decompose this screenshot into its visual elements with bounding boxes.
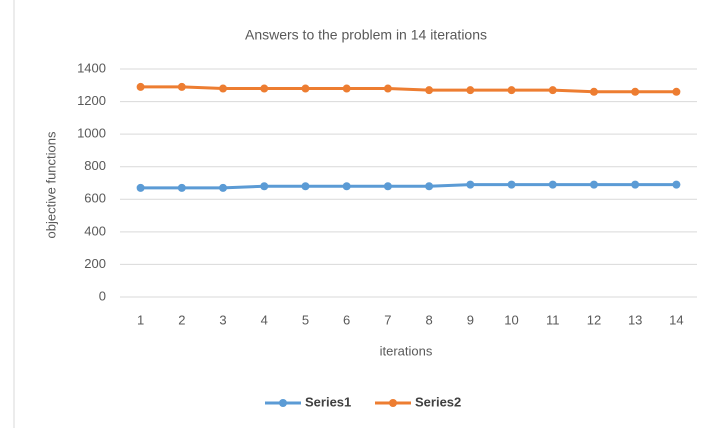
chart-title: Answers to the problem in 14 iterations: [245, 27, 487, 43]
point: [672, 180, 681, 189]
point: [548, 86, 557, 95]
x-tick-label: 4: [261, 312, 268, 327]
series-line: [140, 183, 677, 190]
point: [672, 87, 681, 96]
point: [301, 84, 310, 93]
y-tick-label: 1200: [77, 93, 106, 108]
point: [177, 183, 186, 192]
point: [425, 86, 434, 95]
point: [589, 180, 598, 189]
point: [507, 180, 516, 189]
x-tick-label: 11: [546, 312, 560, 327]
point: [466, 180, 475, 189]
x-tick-label: 1: [137, 312, 144, 327]
legend-label: Series1: [305, 394, 351, 409]
point: [383, 84, 392, 93]
x-tick-label: 14: [669, 312, 683, 327]
y-tick-label: 200: [84, 256, 106, 271]
point: [136, 82, 145, 91]
point: [219, 183, 228, 192]
point: [260, 182, 269, 191]
point: [425, 182, 434, 191]
legend-label: Series2: [415, 394, 461, 409]
legend-marker: [279, 399, 287, 407]
y-tick-label: 800: [84, 158, 106, 173]
x-tick-label: 12: [587, 312, 601, 327]
point: [219, 84, 228, 93]
x-tick-label: 10: [504, 312, 518, 327]
point: [507, 86, 516, 95]
point: [260, 84, 269, 93]
point: [631, 87, 640, 96]
point: [383, 182, 392, 191]
y-tick-label: 400: [84, 223, 106, 238]
point: [342, 84, 351, 93]
x-tick-label: 6: [343, 312, 350, 327]
point: [136, 183, 145, 192]
legend-marker: [389, 399, 397, 407]
x-tick-label: 8: [425, 312, 432, 327]
x-tick-label: 7: [384, 312, 391, 327]
point: [589, 87, 598, 96]
x-tick-label: 13: [628, 312, 642, 327]
y-tick-label: 0: [99, 288, 106, 303]
y-tick-label: 600: [84, 191, 106, 206]
y-tick-label: 1400: [77, 60, 106, 75]
point: [342, 182, 351, 191]
y-tick-label: 1000: [77, 126, 106, 141]
x-tick-label: 2: [178, 312, 185, 327]
point: [177, 82, 186, 91]
point: [466, 86, 475, 95]
point: [548, 180, 557, 189]
x-tick-label: 3: [219, 312, 226, 327]
point: [631, 180, 640, 189]
y-axis-label: objective functions: [43, 131, 58, 238]
x-axis-label: iterations: [380, 343, 433, 358]
x-tick-label: 5: [302, 312, 309, 327]
point: [301, 182, 310, 191]
series-line: [140, 85, 677, 94]
x-tick-label: 9: [467, 312, 474, 327]
